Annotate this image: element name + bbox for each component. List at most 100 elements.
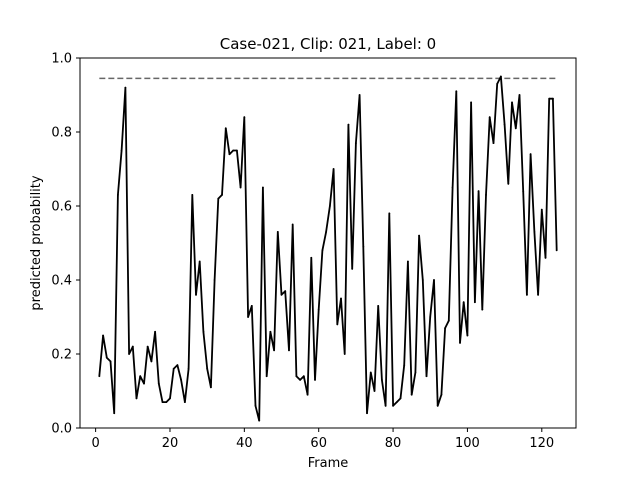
data-point [265,375,268,378]
y-tick-label: 0.2 [51,348,72,363]
data-point [407,260,409,263]
data-point [202,330,205,333]
data-point [503,123,506,126]
data-point [362,245,365,248]
data-point [176,364,179,366]
data-point [425,375,428,378]
data-point [440,393,443,396]
data-point [418,234,420,237]
series-points-0 [98,75,558,422]
data-point [436,404,439,407]
data-point [336,323,339,326]
data-point [209,386,212,389]
data-point [373,390,376,392]
data-point [366,412,368,415]
x-tick-label: 0 [91,436,99,451]
data-point [217,197,220,200]
data-point [128,353,130,355]
y-axis: 0.0 0.2 0.4 0.6 0.8 1.0 [51,52,80,437]
data-point [228,153,231,156]
data-point [183,401,186,403]
data-point [250,305,253,307]
data-point [340,297,342,300]
data-point [369,371,372,374]
data-point [332,168,335,170]
data-point [433,279,435,281]
data-point [172,367,175,370]
data-point [421,279,424,281]
data-point [135,397,138,400]
x-tick-label: 40 [236,436,253,451]
data-point [269,330,272,333]
data-point [526,293,528,296]
data-point [351,268,354,270]
data-point [139,375,142,378]
data-point [131,345,134,348]
data-point [317,308,320,311]
data-point [410,393,413,396]
plot-area-frame [79,57,577,429]
data-point [488,116,491,119]
series-line-0 [98,75,558,422]
data-point [328,205,331,207]
data-point [198,260,201,263]
data-point [514,127,517,130]
data-point [552,97,554,100]
data-point [105,356,108,359]
data-point [165,401,168,403]
data-point [113,412,116,415]
data-point [295,375,298,378]
data-point [522,190,525,193]
data-point [447,319,450,322]
data-point [98,375,101,378]
data-point [403,364,406,366]
data-point [302,375,305,378]
data-point [102,334,104,337]
data-point [343,353,346,355]
data-point [195,293,197,296]
data-point [224,127,227,130]
data-point [507,182,510,185]
data-point [399,397,402,400]
data-point [481,308,484,311]
data-point [120,149,123,152]
data-point [146,345,149,348]
data-point [459,342,461,344]
data-point [381,379,383,381]
data-point [154,330,157,333]
data-point [347,123,350,126]
x-tick-label: 120 [529,436,554,451]
data-point [466,334,469,337]
data-point [239,186,242,189]
data-point [388,212,391,215]
x-axis: 0 20 40 60 80 100 120 [91,428,554,451]
data-point [180,379,183,381]
data-point [258,419,261,422]
chart-title: Case-021, Clip: 021, Label: 0 [220,35,436,53]
data-point [533,231,536,233]
y-tick-label: 0.6 [51,200,72,215]
data-point [288,349,290,352]
data-point [291,223,294,226]
y-tick-label: 0.4 [51,274,72,289]
data-point [306,393,309,396]
x-axis-label: Frame [308,456,349,471]
data-point [314,379,316,381]
data-point [310,256,313,259]
data-point [544,256,547,259]
data-point [358,94,361,96]
data-point [299,379,302,381]
data-point [276,231,279,233]
data-point [429,316,432,318]
data-point [117,194,119,196]
data-point [540,208,543,211]
data-point [206,367,209,370]
data-point [451,186,454,189]
data-point [280,293,283,296]
data-point [161,401,164,403]
data-point [414,371,417,374]
data-point [492,142,495,145]
data-point [496,83,499,85]
x-tick-label: 80 [385,436,402,451]
